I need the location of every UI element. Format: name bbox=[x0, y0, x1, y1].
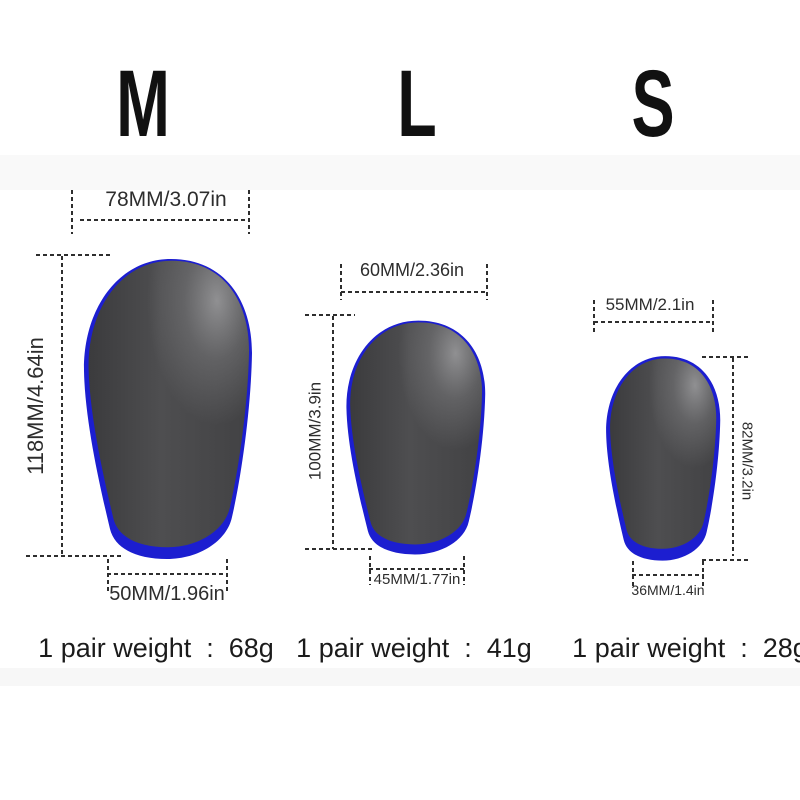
size-label-s-text: S bbox=[631, 51, 675, 157]
dim-bottom-width-l-label: 45MM/1.77in bbox=[373, 571, 461, 588]
dim-top-width-m-tick-right bbox=[248, 190, 250, 234]
dim-height-l-label: 100MM/3.9in bbox=[305, 381, 325, 481]
dim-height-s-line bbox=[732, 358, 734, 556]
size-label-s: S bbox=[621, 57, 684, 152]
shin-pad-l bbox=[346, 320, 486, 555]
dim-height-s-tick-bottom bbox=[702, 559, 750, 561]
size-label-m-text: M bbox=[116, 51, 170, 157]
size-label-m: M bbox=[103, 57, 182, 152]
dim-top-width-l-tick-right bbox=[486, 264, 488, 300]
dim-top-width-s-label: 55MM/2.1in bbox=[605, 295, 695, 314]
pair-weight-l: 1 pair weight : 41g bbox=[296, 633, 532, 663]
dim-bottom-width-m-label: 50MM/1.96in bbox=[109, 583, 225, 605]
size-label-l: L bbox=[388, 57, 446, 152]
dim-height-l-tick-bottom bbox=[305, 548, 375, 550]
dim-top-width-s-line bbox=[594, 321, 713, 323]
dim-bottom-width-m-tick-left bbox=[107, 559, 109, 592]
dim-top-width-l-label: 60MM/2.36in bbox=[359, 260, 465, 280]
dim-bottom-width-m-line bbox=[107, 573, 228, 575]
dim-height-s-label: 82MM/3.2in bbox=[738, 421, 756, 501]
dim-height-m-line bbox=[61, 256, 63, 556]
dim-top-width-m-label: 78MM/3.07in bbox=[105, 188, 227, 211]
pair-weight-s: 1 pair weight : 28g bbox=[572, 633, 800, 663]
dim-top-width-l-line bbox=[341, 291, 487, 293]
dim-bottom-width-m-tick-right bbox=[226, 559, 228, 592]
dim-height-m-tick-top bbox=[36, 254, 112, 256]
dim-height-s-tick-top bbox=[702, 356, 750, 358]
background-band-top bbox=[0, 155, 800, 190]
shin-pad-m bbox=[83, 259, 252, 559]
dim-bottom-width-l-tick-left bbox=[369, 556, 371, 585]
background-band-bottom bbox=[0, 668, 800, 686]
dim-top-width-m-line bbox=[80, 219, 248, 221]
dim-height-m-tick-bottom bbox=[26, 555, 124, 557]
dim-bottom-width-s-line bbox=[632, 574, 704, 576]
pair-weight-m: 1 pair weight : 68g bbox=[38, 633, 274, 663]
shin-pad-s bbox=[606, 356, 721, 561]
dim-height-m-label: 118MM/4.64in bbox=[22, 337, 48, 475]
dim-top-width-m-tick-left bbox=[71, 190, 73, 234]
dim-bottom-width-l-line bbox=[369, 568, 465, 570]
dim-bottom-width-l-tick-right bbox=[463, 556, 465, 585]
dim-top-width-s-tick-left bbox=[593, 300, 595, 334]
dim-bottom-width-s-label: 36MM/1.4in bbox=[631, 582, 705, 598]
dim-height-l-tick-top bbox=[305, 314, 355, 316]
dim-top-width-l-tick-left bbox=[340, 264, 342, 300]
size-label-l-text: L bbox=[397, 51, 437, 157]
dim-height-l-line bbox=[332, 316, 334, 549]
dim-top-width-s-tick-right bbox=[712, 300, 714, 334]
